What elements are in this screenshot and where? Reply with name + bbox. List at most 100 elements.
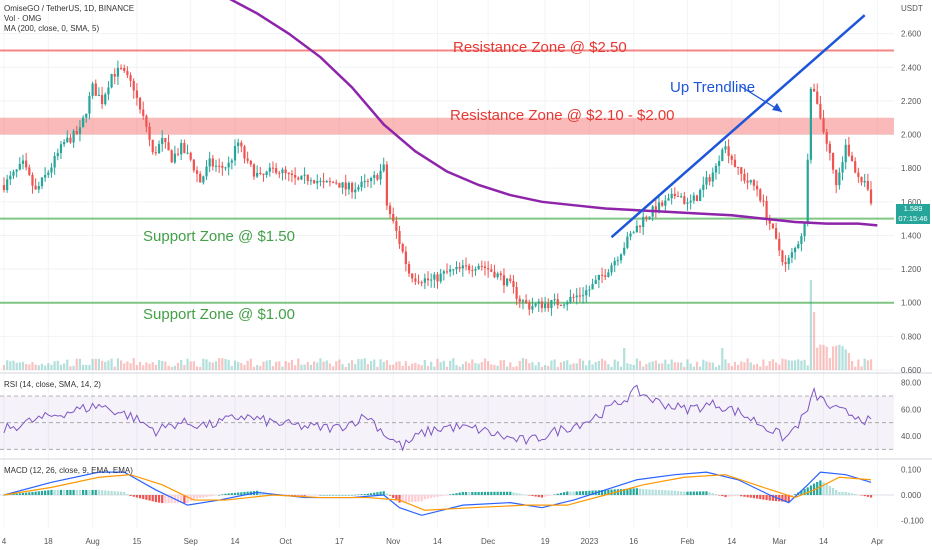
volume-bar <box>537 362 540 370</box>
macd-histogram-bar <box>50 489 53 495</box>
volume-bar <box>56 360 59 370</box>
candle-body <box>455 266 458 270</box>
macd-histogram-bar <box>328 495 332 496</box>
macd-histogram-bar <box>135 495 139 498</box>
macd-histogram-bar <box>420 495 423 502</box>
candle-body <box>569 296 572 303</box>
candle-body <box>600 274 604 276</box>
macd-histogram-bar <box>78 489 82 495</box>
macd-histogram-bar <box>290 495 294 496</box>
candle-body <box>727 146 730 157</box>
volume-bar <box>72 365 75 370</box>
macd-histogram-bar <box>841 491 844 495</box>
candle-body <box>578 295 582 297</box>
volume-bar <box>142 365 145 370</box>
candle-body <box>540 301 544 309</box>
candle-body <box>847 144 850 156</box>
candle-body <box>439 273 442 282</box>
candle-body <box>230 160 233 163</box>
volume-bar <box>433 366 436 370</box>
candle-body <box>34 185 37 190</box>
volume-bar <box>797 359 800 370</box>
volume-bar <box>787 360 790 370</box>
candle-body <box>31 174 34 186</box>
candle-body <box>518 298 521 302</box>
volume-bar <box>569 364 572 370</box>
macd-histogram-bar <box>335 495 338 496</box>
candle-body <box>376 175 379 180</box>
macd-histogram-bar <box>654 489 657 495</box>
candle-body <box>18 163 21 170</box>
macd-histogram-bar <box>759 495 762 500</box>
volume-bar <box>328 363 332 370</box>
candle-body <box>373 175 376 178</box>
price-tick-label: 1.800 <box>901 164 922 173</box>
volume-bar <box>455 365 458 370</box>
volume-bar <box>164 361 167 370</box>
macd-histogram-bar <box>167 495 170 504</box>
symbol-title: OmiseGO / TetherUS, 1D, BINANCE <box>4 4 135 13</box>
volume-bar <box>25 363 28 370</box>
volume-bar <box>50 364 53 370</box>
volume-bar <box>825 346 828 370</box>
volume-bar <box>116 358 120 370</box>
macd-histogram-bar <box>733 495 737 497</box>
volume-bar <box>553 359 556 370</box>
candle-body <box>616 260 619 262</box>
volume-bar <box>297 358 300 370</box>
candle-body <box>379 170 382 180</box>
volume-bar <box>110 358 113 370</box>
volume-bar <box>388 364 392 370</box>
moving-average-line <box>229 0 878 227</box>
volume-bar <box>566 360 569 370</box>
macd-histogram-bar <box>398 495 401 503</box>
macd-histogram-bar <box>183 495 186 504</box>
volume-bar <box>240 363 243 370</box>
macd-histogram-bar <box>81 489 85 495</box>
candle-body <box>825 132 828 144</box>
candle-body <box>790 252 794 258</box>
macd-histogram-bar <box>737 495 740 496</box>
macd-histogram-bar <box>686 491 689 495</box>
candle-body <box>37 186 40 190</box>
volume-bar <box>645 364 648 370</box>
macd-histogram-bar <box>347 495 351 496</box>
volume-bar <box>189 361 192 370</box>
volume-bar <box>575 363 578 370</box>
candle-body <box>740 167 743 174</box>
rsi-tick-label: 80.00 <box>901 379 922 388</box>
volume-bar <box>781 358 784 370</box>
macd-histogram-bar <box>806 487 809 495</box>
candle-body <box>487 268 490 270</box>
volume-bar <box>749 362 752 370</box>
ma-legend: MA (200, close, 0, SMA, 5) <box>4 24 100 33</box>
volume-bar <box>287 362 290 370</box>
macd-histogram-bar <box>373 492 376 495</box>
volume-bar <box>445 366 449 370</box>
volume-bar <box>705 361 708 370</box>
volume-bar <box>493 364 496 370</box>
macd-histogram-bar <box>708 492 711 495</box>
candle-body <box>420 282 423 284</box>
volume-bar <box>373 359 376 370</box>
candle-body <box>300 175 303 180</box>
candle-body <box>227 162 230 168</box>
candle-body <box>819 103 822 119</box>
volume-bar <box>312 361 316 370</box>
volume-bar <box>816 347 819 370</box>
price-tick-label: 1.600 <box>901 198 922 207</box>
macd-histogram-bar <box>464 491 468 495</box>
candle-body <box>354 189 357 193</box>
volume-bar <box>129 363 132 370</box>
candle-body <box>357 187 360 190</box>
candle-body <box>328 181 332 183</box>
macd-histogram-bar <box>230 493 233 495</box>
volume-bar <box>746 358 749 370</box>
macd-histogram-bar <box>572 491 575 495</box>
macd-histogram-bar <box>695 491 699 495</box>
volume-bar <box>623 348 626 370</box>
price-tick-label: 1.000 <box>901 299 922 308</box>
volume-bar <box>199 366 202 370</box>
candle-body <box>338 183 341 188</box>
